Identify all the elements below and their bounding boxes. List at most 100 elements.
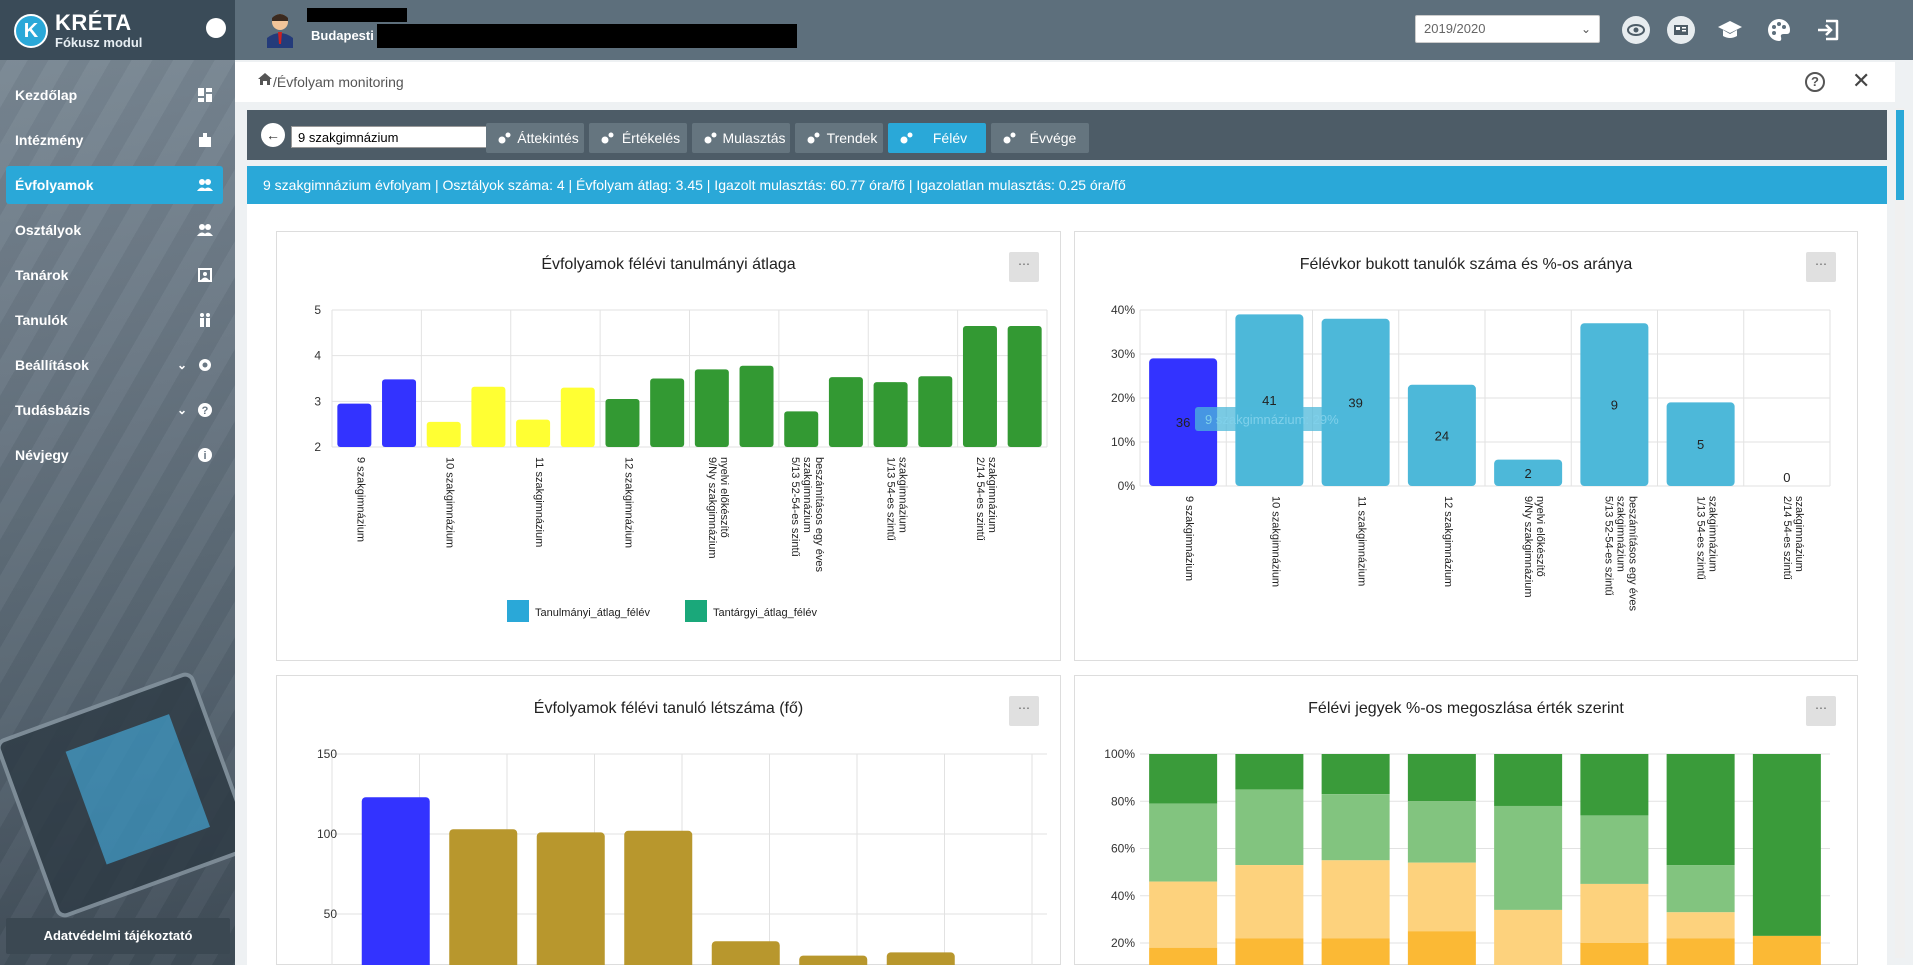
stacked-bar-segment[interactable] [1666, 938, 1735, 965]
bar[interactable] [624, 830, 693, 965]
tab-4[interactable]: Félév [888, 123, 986, 153]
sidebar-item-4[interactable]: Tanárok [6, 256, 223, 294]
tab-2[interactable]: Mulasztás [692, 123, 790, 153]
x-tick-label: szakgimnázium [1614, 496, 1626, 572]
stacked-bar-segment[interactable] [1494, 754, 1563, 806]
sidebar-item-label: Tanulók [15, 312, 68, 328]
eye-icon[interactable] [1622, 16, 1650, 44]
previous-arrow-icon[interactable]: ← [261, 123, 285, 147]
bar[interactable] [1149, 358, 1218, 486]
palette-icon[interactable] [1765, 16, 1793, 44]
bar[interactable] [873, 382, 908, 447]
chart-menu-button[interactable]: ⋯ [1009, 696, 1039, 726]
bar[interactable] [784, 411, 819, 447]
sidebar-item-1[interactable]: Intézmény [6, 121, 223, 159]
bar[interactable] [1580, 323, 1649, 486]
bar[interactable] [1494, 459, 1563, 486]
bar[interactable] [426, 421, 461, 447]
stacked-bar-segment[interactable] [1752, 754, 1821, 936]
sidebar-item-6[interactable]: Beállítások ⌄ [6, 346, 223, 384]
stacked-bar-segment[interactable] [1494, 909, 1563, 965]
sidebar-toggle-button[interactable] [206, 18, 226, 38]
stacked-bar-segment[interactable] [1235, 754, 1304, 790]
chart-menu-button[interactable]: ⋯ [1009, 252, 1039, 282]
stacked-bar-segment[interactable] [1321, 754, 1390, 795]
sidebar-item-8[interactable]: Névjegy i [6, 436, 223, 474]
bar[interactable] [471, 386, 506, 447]
privacy-link[interactable]: Adatvédelmi tájékoztató [6, 918, 230, 954]
y-tick-label: 150 [317, 747, 337, 761]
bar[interactable] [711, 941, 780, 965]
chart-menu-button[interactable]: ⋯ [1806, 252, 1836, 282]
tab-1[interactable]: Értékelés [589, 123, 687, 153]
bar[interactable] [536, 832, 605, 965]
stacked-bar-segment[interactable] [1666, 754, 1735, 866]
bar[interactable] [1666, 402, 1735, 486]
bar[interactable] [799, 955, 868, 965]
logout-icon[interactable] [1814, 16, 1842, 44]
bar[interactable] [650, 378, 685, 448]
sidebar-item-7[interactable]: Tudásbázis ⌄? [6, 391, 223, 429]
scrollbar[interactable] [1895, 108, 1905, 958]
bar[interactable] [694, 369, 729, 447]
bar[interactable] [337, 403, 372, 447]
tab-0[interactable]: Áttekintés [486, 123, 584, 153]
tab-5[interactable]: Évvége [991, 123, 1089, 153]
grade-select[interactable]: 9 szakgimnázium ⌄ [291, 126, 541, 148]
bar[interactable] [1235, 314, 1304, 486]
stacked-bar-segment[interactable] [1149, 803, 1218, 882]
graduation-cap-icon[interactable] [1716, 16, 1744, 44]
stacked-bar-segment[interactable] [1321, 860, 1390, 939]
scrollbar-thumb[interactable] [1896, 110, 1904, 200]
close-icon[interactable]: ✕ [1852, 68, 1871, 93]
stacked-bar-segment[interactable] [1666, 865, 1735, 913]
help-icon[interactable]: ? [1805, 72, 1825, 92]
stacked-bar-segment[interactable] [1580, 883, 1649, 943]
tab-3[interactable]: Trendek [795, 123, 883, 153]
bar[interactable] [1407, 384, 1476, 486]
bar[interactable] [962, 325, 997, 447]
stacked-bar-segment[interactable] [1149, 754, 1218, 804]
stacked-bar-segment[interactable] [1494, 805, 1563, 910]
card-icon[interactable] [1667, 16, 1695, 44]
sidebar-item-label: Tanárok [15, 267, 69, 283]
sidebar-item-3[interactable]: Osztályok [6, 211, 223, 249]
stacked-bar-segment[interactable] [1407, 931, 1476, 965]
stacked-bar-segment[interactable] [1235, 865, 1304, 939]
bar[interactable] [560, 387, 595, 447]
bar[interactable] [886, 952, 955, 965]
bar[interactable] [1321, 318, 1390, 486]
sidebar-item-2[interactable]: Évfolyamok [6, 166, 223, 204]
bar[interactable] [361, 797, 430, 965]
sidebar-item-5[interactable]: Tanulók [6, 301, 223, 339]
bar[interactable] [828, 377, 863, 447]
stacked-bar-segment[interactable] [1666, 912, 1735, 939]
home-icon[interactable] [257, 72, 273, 86]
bar[interactable] [382, 379, 417, 447]
bar[interactable] [605, 399, 640, 447]
stacked-bar-segment[interactable] [1149, 947, 1218, 965]
dashboard-icon [198, 88, 212, 102]
user-avatar[interactable] [265, 12, 295, 48]
stacked-bar-segment[interactable] [1580, 815, 1649, 884]
stacked-bar-segment[interactable] [1407, 801, 1476, 863]
stacked-bar-segment[interactable] [1580, 943, 1649, 965]
bar[interactable] [1007, 325, 1042, 447]
bar[interactable] [449, 829, 518, 965]
stacked-bar-segment[interactable] [1235, 938, 1304, 965]
stacked-bar-segment[interactable] [1321, 938, 1390, 965]
school-year-select[interactable]: 2019/2020 ⌄ [1415, 15, 1600, 43]
bar[interactable] [918, 376, 953, 447]
chart-menu-button[interactable]: ⋯ [1806, 696, 1836, 726]
stacked-bar-segment[interactable] [1580, 754, 1649, 816]
stacked-bar-segment[interactable] [1149, 881, 1218, 948]
sidebar-item-0[interactable]: Kezdőlap [6, 76, 223, 114]
stacked-bar-segment[interactable] [1752, 935, 1821, 965]
tab-icon [498, 132, 511, 144]
stacked-bar-segment[interactable] [1407, 754, 1476, 802]
bar[interactable] [516, 419, 551, 447]
stacked-bar-segment[interactable] [1235, 789, 1304, 866]
stacked-bar-segment[interactable] [1407, 862, 1476, 932]
stacked-bar-segment[interactable] [1321, 794, 1390, 861]
bar[interactable] [739, 365, 774, 447]
